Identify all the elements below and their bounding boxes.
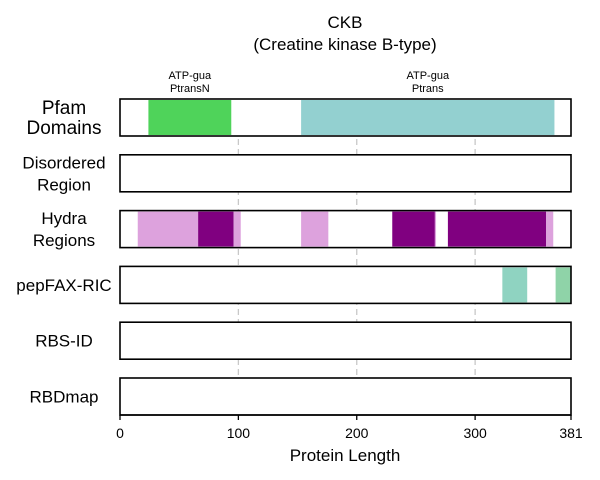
track-frame xyxy=(119,265,572,305)
track-background xyxy=(120,322,571,360)
track-background xyxy=(120,154,571,192)
track-segment xyxy=(301,100,555,135)
track-frame xyxy=(119,154,572,193)
track-segment xyxy=(502,267,528,303)
grid-lines xyxy=(237,99,476,415)
track-label: Regions xyxy=(33,231,95,250)
track-label: pepFAX-RIC xyxy=(16,276,111,295)
track-segment xyxy=(137,211,199,247)
track: Hydra Regions xyxy=(33,209,572,250)
track-label: Region xyxy=(37,175,91,194)
track-label: Pfam xyxy=(42,98,86,119)
track-segment xyxy=(447,211,547,247)
x-tick-label: 200 xyxy=(345,425,369,441)
track-segment xyxy=(555,267,571,303)
x-tick-label: 0 xyxy=(116,425,124,441)
track: pepFAX-RIC xyxy=(16,265,572,305)
x-axis: 0 100 200 300 381 xyxy=(116,414,583,441)
track-frame xyxy=(119,98,572,137)
track-segment xyxy=(301,211,329,247)
chart-subtitle: (Creatine kinase B-type) xyxy=(253,35,436,54)
segment-label: ATP-gua xyxy=(406,70,449,82)
x-tick-label: 381 xyxy=(559,425,583,441)
track-label: Domains xyxy=(27,118,102,139)
track-segment xyxy=(233,211,241,247)
track-frame xyxy=(119,321,572,361)
track-segment xyxy=(392,211,435,247)
track-label: Disordered xyxy=(22,153,105,172)
track-label: Hydra xyxy=(41,209,87,228)
segment-label: ATP-gua xyxy=(169,70,212,82)
track: RBS-ID xyxy=(35,321,572,361)
track-label: RBS-ID xyxy=(35,332,93,351)
segment-label: Ptrans xyxy=(412,83,444,95)
track-segment xyxy=(546,211,554,247)
segment-label: PtransN xyxy=(170,83,210,95)
track-segment xyxy=(148,100,232,135)
track-segment xyxy=(434,211,437,247)
track-background xyxy=(120,266,571,304)
tracks: ATP-guaPtransNATP-guaPtransPfamDomainsDi… xyxy=(16,70,572,416)
chart-title: CKB xyxy=(328,13,363,32)
track-label: RBDmap xyxy=(30,387,99,406)
track-background xyxy=(120,378,571,415)
track: Disordered Region xyxy=(22,153,572,194)
track-frame xyxy=(119,209,572,249)
track: RBDmap xyxy=(30,377,572,416)
x-axis-label: Protein Length xyxy=(290,446,401,465)
x-tick-label: 300 xyxy=(463,425,487,441)
x-tick-label: 100 xyxy=(227,425,251,441)
track-segment xyxy=(198,211,234,247)
